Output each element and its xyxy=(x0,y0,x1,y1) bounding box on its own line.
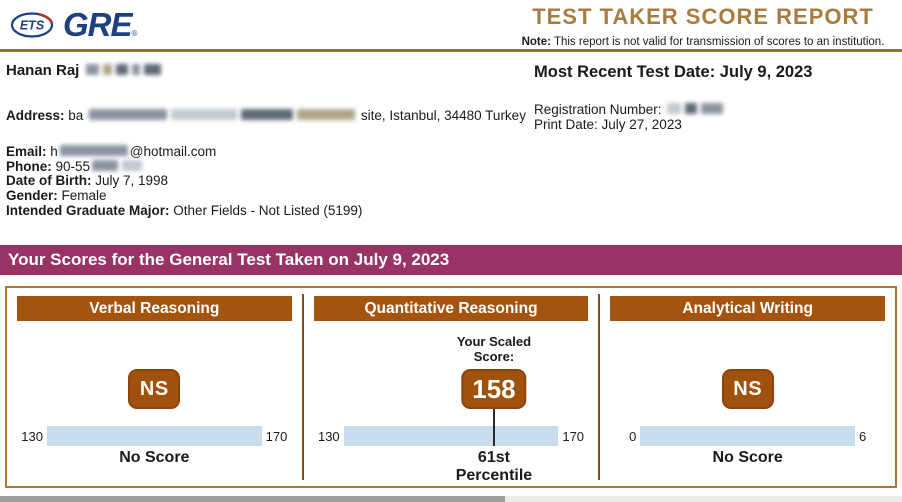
dob-line: Date of Birth: July 7, 1998 xyxy=(6,174,534,189)
dob-value: July 7, 1998 xyxy=(95,173,169,189)
redacted-text xyxy=(59,145,128,156)
note-label: Note: xyxy=(521,36,551,48)
gre-wordmark: GRE® xyxy=(63,6,137,44)
redacted-text xyxy=(297,109,356,120)
redacted-text xyxy=(701,103,724,114)
registration-block: Registration Number: Print Date: July 27… xyxy=(534,102,890,132)
scale-max-label: 170 xyxy=(265,428,288,444)
address-prefix: ba xyxy=(68,108,84,123)
redacted-text xyxy=(115,64,128,75)
registered-mark: ® xyxy=(131,29,138,38)
redacted-text xyxy=(89,109,168,120)
score-box: Verbal Reasoning 130 170 NS No Score Qua… xyxy=(5,285,897,488)
contact-block: Email: h @hotmail.com Phone: 90-55 Date o… xyxy=(6,144,534,219)
gender-value: Female xyxy=(61,188,107,204)
major-line: Intended Graduate Major: Other Fields - … xyxy=(6,202,534,219)
gre-logo-text: GRE xyxy=(63,6,133,43)
address-label: Address: xyxy=(6,108,69,123)
scores-banner: Your Scores for the General Test Taken o… xyxy=(0,244,902,275)
most-recent-test-date: Most Recent Test Date: July 9, 2023 xyxy=(534,63,813,81)
analytical-scale-bar: 0 6 NS No Score xyxy=(629,368,866,466)
name-visible-text: Hanan Raj xyxy=(6,62,80,79)
print-date-line: Print Date: July 27, 2023 xyxy=(534,117,682,132)
registration-label: Registration Number: xyxy=(534,102,666,117)
email-suffix: @hotmail.com xyxy=(129,144,217,159)
verbal-reasoning-panel: Verbal Reasoning 130 170 NS No Score xyxy=(7,288,302,486)
redacted-text xyxy=(92,159,119,171)
quantitative-reasoning-panel: Quantitative Reasoning 130 170 Your Scal… xyxy=(304,288,599,486)
panel-title-quantitative: Quantitative Reasoning xyxy=(313,295,589,321)
email-label: Email: xyxy=(6,144,51,159)
registration-line: Registration Number: xyxy=(534,102,890,117)
scale-max-label: 170 xyxy=(562,428,585,444)
phone-label: Phone: xyxy=(6,158,56,174)
header-divider-rule xyxy=(0,49,902,52)
verbal-score-caption: No Score xyxy=(119,448,190,466)
note-line: Note: This report is not valid for trans… xyxy=(514,36,892,48)
title-block: TEST TAKER SCORE REPORT Note: This repor… xyxy=(514,4,892,48)
page-bottom-edge xyxy=(0,496,902,502)
quantitative-score-badge: 158 xyxy=(461,368,527,409)
scale-max-label: 6 xyxy=(859,428,867,444)
redacted-text xyxy=(171,109,238,120)
redacted-text xyxy=(131,64,140,75)
major-value: Other Fields - Not Listed (5199) xyxy=(173,202,363,218)
test-info: Most Recent Test Date: July 9, 2023 Regi… xyxy=(534,62,890,219)
major-label: Intended Graduate Major: xyxy=(6,202,174,218)
redacted-text xyxy=(241,109,294,120)
ets-logo-icon: ETS xyxy=(10,12,54,38)
scale-min-label: 130 xyxy=(21,428,43,444)
logo-block: ETS GRE® xyxy=(10,4,137,44)
note-text: This report is not valid for transmissio… xyxy=(550,36,885,48)
analytical-writing-panel: Analytical Writing 0 6 NS No Score xyxy=(600,288,895,486)
panel-divider xyxy=(598,293,601,480)
redacted-text xyxy=(102,64,112,75)
report-header: ETS GRE® TEST TAKER SCORE REPORT Note: T… xyxy=(0,0,902,48)
verbal-score-badge: NS xyxy=(128,368,181,409)
quantitative-scale-bar: 130 170 Your Scaled Score: 158 61st Perc… xyxy=(318,334,584,484)
redacted-text xyxy=(667,103,682,114)
gender-line: Gender: Female xyxy=(6,188,534,204)
panel-title-analytical: Analytical Writing xyxy=(610,295,886,321)
ets-logo-text: ETS xyxy=(20,19,45,33)
address-line: Address: ba site, Istanbul, 34480 Turkey xyxy=(6,108,534,123)
score-marker-line xyxy=(492,408,495,446)
email-prefix: h xyxy=(50,144,58,159)
personal-info: Hanan Raj Address: ba site, Istanbul, 34… xyxy=(6,62,534,219)
scale-min-label: 130 xyxy=(317,428,340,444)
dob-label: Date of Birth: xyxy=(6,173,96,189)
test-taker-name: Hanan Raj xyxy=(6,62,534,79)
address-suffix: site, Istanbul, 34480 Turkey xyxy=(360,108,526,123)
analytical-score-caption: No Score xyxy=(712,448,783,466)
info-section: Hanan Raj Address: ba site, Istanbul, 34… xyxy=(0,52,902,219)
analytical-score-badge: NS xyxy=(721,368,774,409)
gender-label: Gender: xyxy=(6,188,62,204)
verbal-scale-bar: 130 170 NS No Score xyxy=(21,368,287,466)
panel-divider xyxy=(301,293,304,480)
scaled-score-label: Your Scaled Score: xyxy=(456,333,532,364)
phone-visible: 90-55 xyxy=(55,158,91,174)
email-line: Email: h @hotmail.com xyxy=(6,144,534,160)
redacted-text xyxy=(685,103,698,114)
quantitative-percentile-caption: 61st Percentile xyxy=(455,448,533,484)
page-title: TEST TAKER SCORE REPORT xyxy=(532,4,874,29)
scale-min-label: 0 xyxy=(629,428,637,444)
redacted-text xyxy=(143,64,161,75)
phone-line: Phone: 90-55 xyxy=(6,158,534,175)
redacted-text xyxy=(122,159,143,171)
panel-title-verbal: Verbal Reasoning xyxy=(17,295,292,321)
redacted-text xyxy=(85,64,99,75)
